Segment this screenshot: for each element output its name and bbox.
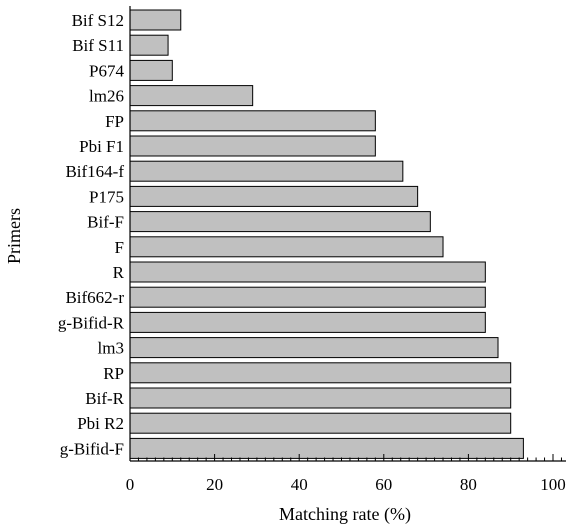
category-label: Bif-F bbox=[87, 213, 124, 232]
category-label: lm3 bbox=[98, 339, 124, 358]
x-tick-label: 0 bbox=[126, 475, 135, 494]
category-label: R bbox=[113, 263, 125, 282]
bars-group bbox=[129, 9, 524, 459]
bar-pbi-r2 bbox=[129, 412, 512, 434]
category-label: FP bbox=[105, 112, 124, 131]
x-ticks: 0 20 40 60 80 100 bbox=[126, 454, 566, 494]
category-label: P674 bbox=[89, 61, 124, 80]
bar-bif662-r bbox=[129, 286, 486, 308]
x-tick-label: 40 bbox=[291, 475, 308, 494]
category-label: Pbi F1 bbox=[79, 137, 124, 156]
bar-bif-s12 bbox=[129, 9, 182, 31]
category-label: g-Bifid-R bbox=[58, 313, 125, 332]
category-label: Pbi R2 bbox=[77, 414, 124, 433]
category-label: F bbox=[115, 238, 124, 257]
bar-pbi-f1 bbox=[129, 135, 376, 157]
bar-bif-r bbox=[129, 387, 512, 409]
bar-g-bifid-r bbox=[129, 311, 486, 333]
bar-g-bifid-f bbox=[129, 437, 524, 459]
category-label: Bif S12 bbox=[72, 11, 124, 30]
category-label: Bif S11 bbox=[72, 36, 124, 55]
bar-lm3 bbox=[129, 337, 499, 359]
bar-bif-s11 bbox=[129, 34, 169, 56]
bar-bif-f bbox=[129, 211, 431, 233]
bar-p674 bbox=[129, 59, 173, 81]
bar-p175 bbox=[129, 185, 419, 207]
category-labels: Bif S12 Bif S11 P674 lm26 FP Pbi F1 Bif164-f P1… bbox=[58, 11, 125, 458]
bar-r bbox=[129, 261, 486, 283]
category-label: Bif-R bbox=[85, 389, 124, 408]
x-axis-title: Matching rate (%) bbox=[279, 504, 411, 525]
bar-rp bbox=[129, 362, 512, 384]
category-label: Bif164-f bbox=[65, 162, 124, 181]
category-label: lm26 bbox=[89, 87, 124, 106]
x-tick-label: 60 bbox=[375, 475, 392, 494]
category-label: g-Bifid-F bbox=[60, 439, 124, 458]
x-tick-label: 100 bbox=[540, 475, 566, 494]
category-label: Bif662-r bbox=[65, 288, 124, 307]
category-label: P175 bbox=[89, 187, 124, 206]
x-tick-label: 20 bbox=[206, 475, 223, 494]
category-label: RP bbox=[103, 364, 124, 383]
bar-lm26 bbox=[129, 85, 254, 107]
bar-fp bbox=[129, 110, 376, 132]
bar-bif164-f bbox=[129, 160, 404, 182]
x-tick-label: 80 bbox=[460, 475, 477, 494]
bar-f bbox=[129, 236, 444, 258]
y-axis-title: Primers bbox=[4, 208, 24, 264]
